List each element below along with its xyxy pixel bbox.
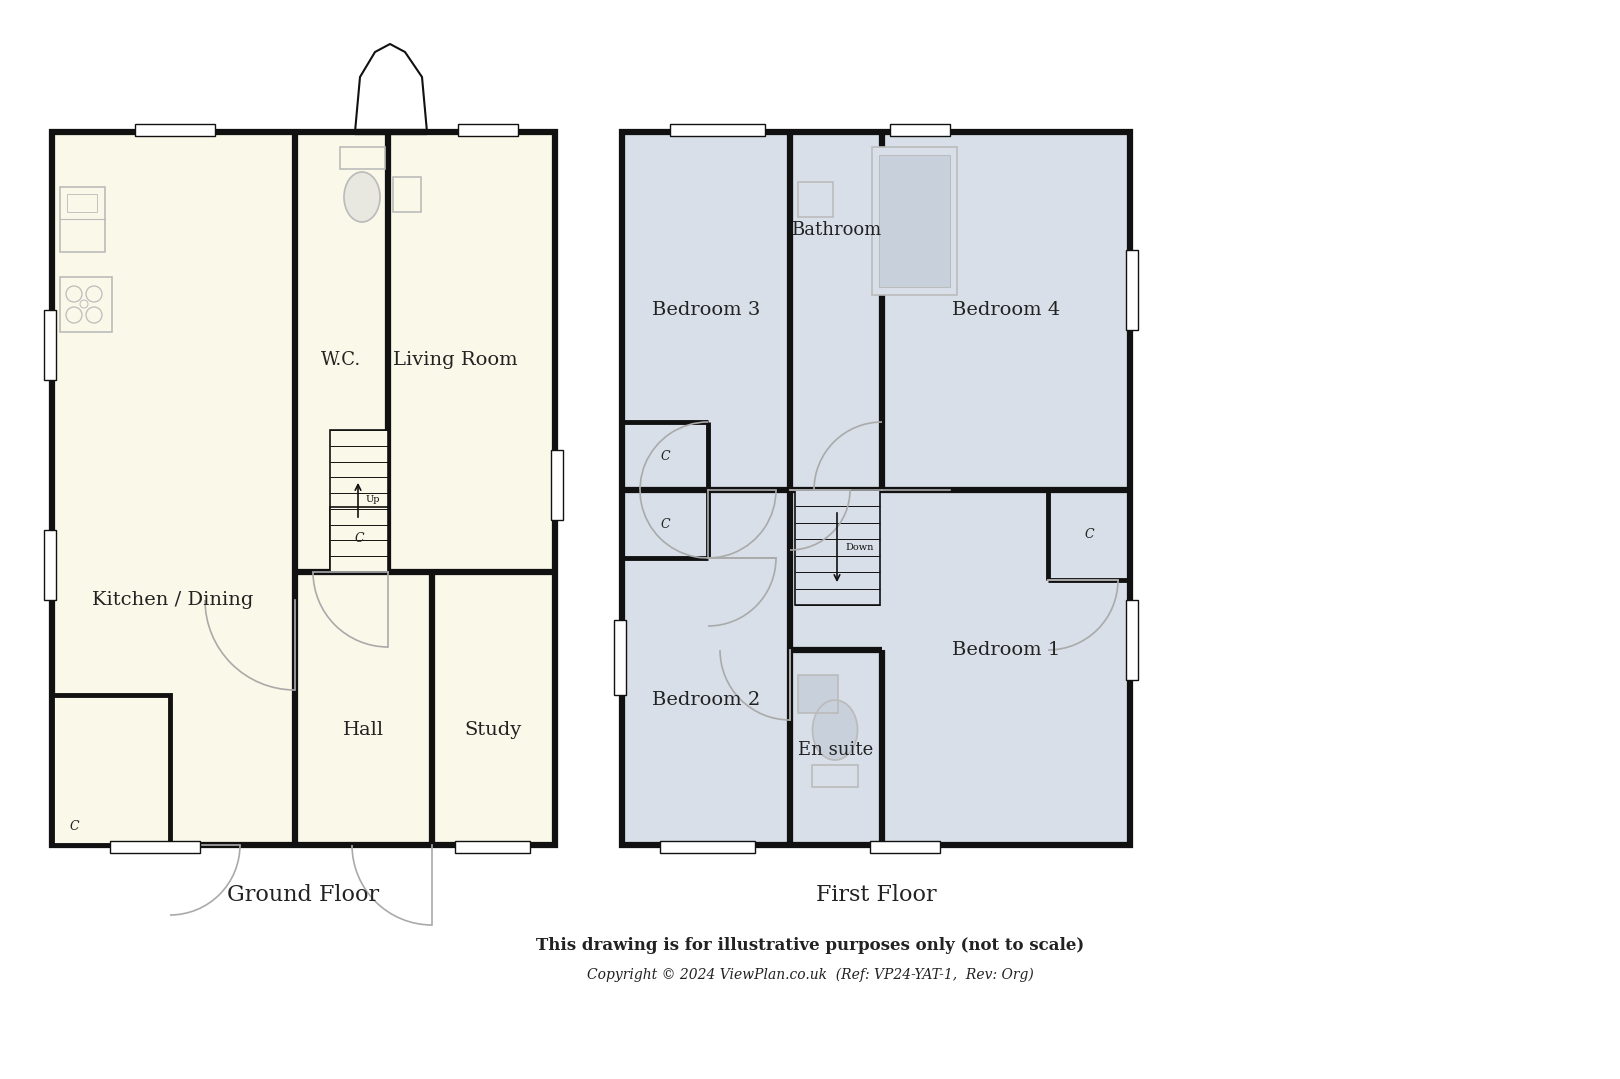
- Bar: [44, 310, 57, 380]
- Bar: [812, 765, 859, 787]
- Bar: [52, 132, 556, 845]
- Ellipse shape: [343, 172, 381, 222]
- Bar: [330, 507, 389, 572]
- Ellipse shape: [813, 700, 857, 760]
- Bar: [1126, 250, 1137, 330]
- Bar: [880, 155, 949, 287]
- Bar: [394, 177, 421, 211]
- Text: Bathroom: Bathroom: [791, 221, 881, 240]
- Bar: [872, 147, 957, 295]
- Text: Bedroom 1: Bedroom 1: [953, 641, 1059, 659]
- Text: Living Room: Living Room: [392, 351, 517, 369]
- Text: Hall: Hall: [342, 721, 384, 739]
- Text: Bedroom 3: Bedroom 3: [651, 301, 760, 319]
- Bar: [52, 695, 170, 845]
- Text: Copyright © 2024 ViewPlan.co.uk  (Ref: VP24-YAT-1,  Rev: Org): Copyright © 2024 ViewPlan.co.uk (Ref: VP…: [586, 968, 1034, 982]
- Bar: [870, 841, 940, 853]
- Text: C: C: [70, 820, 79, 833]
- Text: C: C: [661, 518, 669, 531]
- Bar: [340, 147, 386, 169]
- Text: This drawing is for illustrative purposes only (not to scale): This drawing is for illustrative purpose…: [536, 937, 1084, 954]
- Text: C: C: [1084, 529, 1094, 542]
- Bar: [1126, 600, 1137, 680]
- Bar: [551, 450, 564, 520]
- Text: Bedroom 4: Bedroom 4: [953, 301, 1059, 319]
- Bar: [795, 490, 880, 605]
- Bar: [671, 124, 765, 136]
- Bar: [134, 124, 215, 136]
- Bar: [60, 187, 105, 252]
- Bar: [458, 124, 518, 136]
- Text: Study: Study: [465, 721, 522, 739]
- Bar: [455, 841, 530, 853]
- Bar: [44, 530, 57, 600]
- Bar: [799, 182, 833, 217]
- Text: Kitchen / Dining: Kitchen / Dining: [92, 591, 254, 609]
- Text: W.C.: W.C.: [321, 351, 361, 369]
- Bar: [330, 431, 389, 572]
- Text: Ground Floor: Ground Floor: [227, 884, 379, 906]
- Bar: [659, 841, 755, 853]
- Bar: [60, 277, 112, 332]
- Bar: [66, 194, 97, 211]
- Text: Bedroom 2: Bedroom 2: [651, 691, 760, 709]
- Text: Up: Up: [366, 495, 381, 505]
- Text: C: C: [355, 533, 364, 546]
- Text: Down: Down: [846, 543, 873, 551]
- Text: C: C: [661, 450, 669, 463]
- Bar: [889, 124, 949, 136]
- Text: First Floor: First Floor: [816, 884, 936, 906]
- Bar: [614, 620, 625, 695]
- Text: En suite: En suite: [799, 741, 873, 759]
- Bar: [110, 841, 199, 853]
- Bar: [622, 132, 1131, 845]
- Bar: [799, 675, 838, 713]
